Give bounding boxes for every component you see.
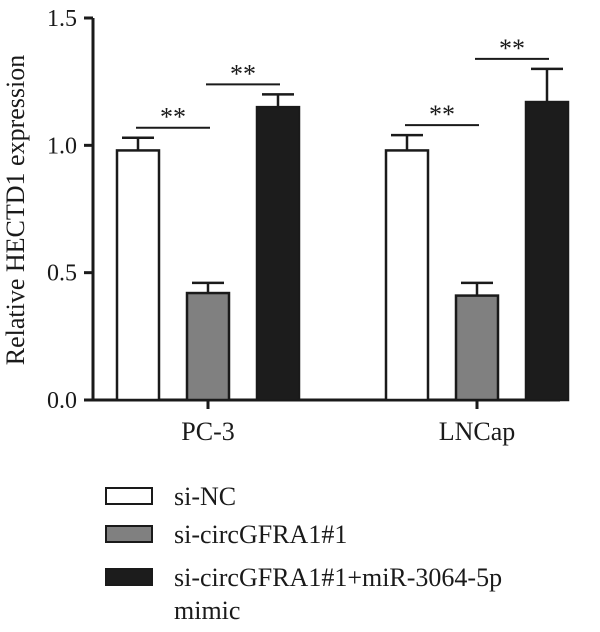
legend-swatch (105, 568, 153, 586)
bar (185, 291, 231, 402)
bar (255, 105, 301, 402)
y-tick-label: 0.5 (47, 261, 77, 287)
legend-label: si-circGFRA1#1 (174, 520, 347, 549)
significance-label: ** (230, 59, 256, 88)
bar (384, 149, 430, 402)
significance-label: ** (499, 34, 525, 63)
legend-swatch (105, 525, 153, 543)
y-tick-label: 0.0 (47, 388, 77, 414)
significance-label: ** (429, 100, 455, 129)
x-tick-label: LNCap (439, 417, 516, 446)
y-tick-label: 1.0 (47, 133, 77, 159)
legend-label: si-circGFRA1#1+miR-3064-5p (174, 563, 502, 592)
plot-area: 0.0 0.5 1.0 1.5 PC-3 LNCap ** ** ** ** (47, 6, 570, 446)
bar (454, 294, 500, 402)
legend-swatch (105, 487, 153, 505)
x-tick-label: PC-3 (181, 417, 234, 446)
y-axis-label: Relative HECTD1 expression (1, 55, 30, 366)
significance-label: ** (160, 103, 186, 132)
y-tick-label: 1.5 (47, 6, 77, 32)
legend-label: si-NC (174, 482, 236, 511)
bar (115, 149, 161, 402)
bar (524, 100, 570, 402)
legend: si-NC si-circGFRA1#1 si-circGFRA1#1+miR-30… (105, 482, 502, 625)
legend-label: mimic (174, 596, 240, 625)
